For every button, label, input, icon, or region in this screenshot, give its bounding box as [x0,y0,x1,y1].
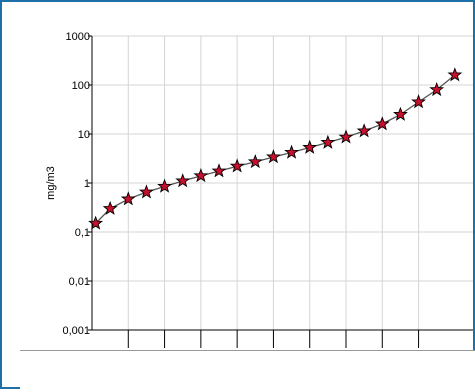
data-point [88,215,104,230]
data-point [266,149,281,164]
y-tick-label: 1000 [66,31,90,43]
data-point [284,144,299,159]
axes [88,35,473,348]
tick-labels: 10001001010,10,010,00110%20%30%40%50%60%… [45,31,438,367]
data-point [429,81,445,97]
y-tick-label: 10 [78,129,90,141]
data-point [338,129,354,144]
data-point [447,67,463,82]
chart-svg: 10001001010,10,010,00110%20%30%40%50%60%… [45,31,473,367]
data-point [411,94,426,109]
data-point [120,191,136,206]
y-tick-label: 0,1 [75,227,90,239]
y-axis-title: mg/m3 [45,166,57,200]
y-tick-label: 0,01 [69,276,90,288]
data-point [211,163,227,178]
data-line [95,74,456,224]
y-tick-label: 100 [72,80,90,92]
y-tick-label: 1 [84,178,90,190]
bottom-panel [20,350,475,392]
data-point [229,158,245,173]
data-point [374,116,390,131]
data-point [175,173,191,188]
data-point [102,200,118,215]
data-point [193,168,209,183]
series-line [95,74,456,224]
data-point [320,134,336,149]
data-point [393,106,408,121]
data-point [302,139,318,154]
data-point [139,184,154,199]
series-markers [88,67,463,230]
data-point [247,154,263,169]
grid [92,35,473,331]
data-point [356,123,372,138]
y-tick-label: 0,001 [62,325,90,337]
data-point [157,178,172,193]
